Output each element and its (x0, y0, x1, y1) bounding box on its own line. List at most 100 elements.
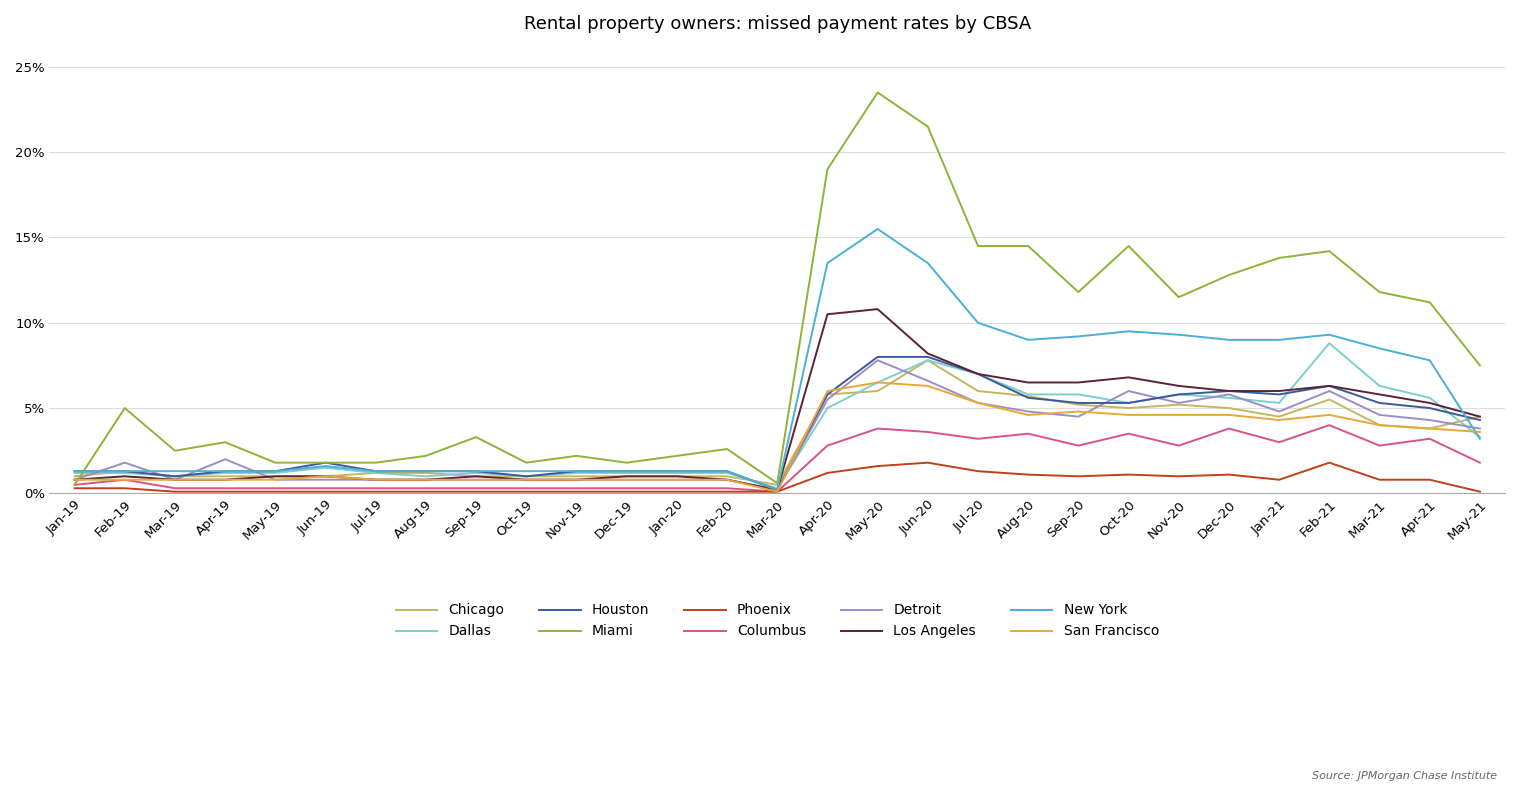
San Francisco (1069, 407, 1087, 416)
Detroit (1069, 412, 1087, 421)
Detroit (517, 475, 535, 484)
Columbus (1421, 434, 1439, 443)
Phoenix (166, 487, 184, 496)
Chicago (968, 386, 986, 396)
Phoenix (1421, 475, 1439, 484)
Phoenix (918, 458, 936, 468)
Columbus (517, 483, 535, 493)
Chicago (1119, 404, 1137, 413)
San Francisco (818, 386, 836, 396)
Columbus (818, 441, 836, 450)
Detroit (617, 475, 635, 484)
New York (316, 461, 334, 471)
Miami (1321, 246, 1339, 256)
Houston (266, 466, 284, 476)
Dallas (1119, 398, 1137, 408)
New York (266, 466, 284, 476)
Phoenix (65, 483, 84, 493)
Columbus (968, 434, 986, 443)
New York (818, 258, 836, 268)
Miami (1221, 270, 1239, 280)
San Francisco (366, 475, 385, 484)
San Francisco (617, 475, 635, 484)
Columbus (1271, 438, 1289, 447)
Detroit (567, 475, 585, 484)
Columbus (467, 483, 485, 493)
Miami (1119, 241, 1137, 250)
Chicago (266, 472, 284, 481)
Chicago (65, 472, 84, 481)
Houston (1371, 398, 1389, 408)
Miami (467, 432, 485, 442)
Line: Miami: Miami (74, 92, 1480, 485)
Los Angeles (1371, 389, 1389, 399)
Line: Dallas: Dallas (74, 343, 1480, 488)
Detroit (266, 475, 284, 484)
Dallas (1018, 389, 1037, 399)
Detroit (667, 475, 686, 484)
Legend: Chicago, Dallas, Houston, Miami, Phoenix, Columbus, Detroit, Los Angeles, New Yo: Chicago, Dallas, Houston, Miami, Phoenix… (391, 598, 1164, 644)
Miami (1018, 241, 1037, 250)
Houston (467, 466, 485, 476)
Columbus (617, 483, 635, 493)
Houston (517, 472, 535, 481)
Columbus (1170, 441, 1189, 450)
Los Angeles (366, 475, 385, 484)
San Francisco (65, 475, 84, 484)
Miami (1421, 298, 1439, 307)
New York (116, 466, 134, 476)
Los Angeles (467, 472, 485, 481)
Los Angeles (1321, 381, 1339, 390)
Los Angeles (116, 472, 134, 481)
San Francisco (316, 472, 334, 481)
Houston (1271, 389, 1289, 399)
Phoenix (316, 487, 334, 496)
Chicago (416, 468, 435, 478)
Miami (667, 451, 686, 461)
Miami (567, 451, 585, 461)
Houston (166, 472, 184, 481)
Phoenix (266, 487, 284, 496)
Chicago (768, 480, 786, 490)
Miami (166, 446, 184, 456)
Columbus (667, 483, 686, 493)
Miami (517, 458, 535, 468)
Houston (968, 369, 986, 378)
San Francisco (467, 475, 485, 484)
Chicago (1471, 412, 1490, 421)
Dallas (116, 468, 134, 478)
Dallas (316, 463, 334, 472)
Detroit (216, 454, 234, 464)
Chicago (1321, 395, 1339, 404)
Chicago (1170, 400, 1189, 409)
New York (166, 466, 184, 476)
Dallas (717, 468, 736, 478)
Phoenix (1371, 475, 1389, 484)
Houston (416, 466, 435, 476)
Phoenix (818, 468, 836, 478)
Line: Phoenix: Phoenix (74, 463, 1480, 491)
Houston (316, 458, 334, 468)
Dallas (918, 356, 936, 365)
Phoenix (768, 487, 786, 496)
Chicago (617, 472, 635, 481)
Phoenix (1221, 470, 1239, 480)
Dallas (868, 378, 886, 387)
New York (1271, 335, 1289, 344)
Phoenix (1271, 475, 1289, 484)
Line: San Francisco: San Francisco (74, 382, 1480, 491)
Miami (868, 88, 886, 97)
Dallas (467, 468, 485, 478)
Detroit (65, 475, 84, 484)
Houston (768, 485, 786, 495)
Miami (717, 444, 736, 453)
Columbus (316, 483, 334, 493)
Los Angeles (1421, 398, 1439, 408)
Miami (65, 480, 84, 490)
Houston (918, 352, 936, 362)
New York (216, 466, 234, 476)
Chicago (216, 472, 234, 481)
Chicago (818, 389, 836, 399)
Columbus (918, 427, 936, 437)
Miami (1371, 288, 1389, 297)
